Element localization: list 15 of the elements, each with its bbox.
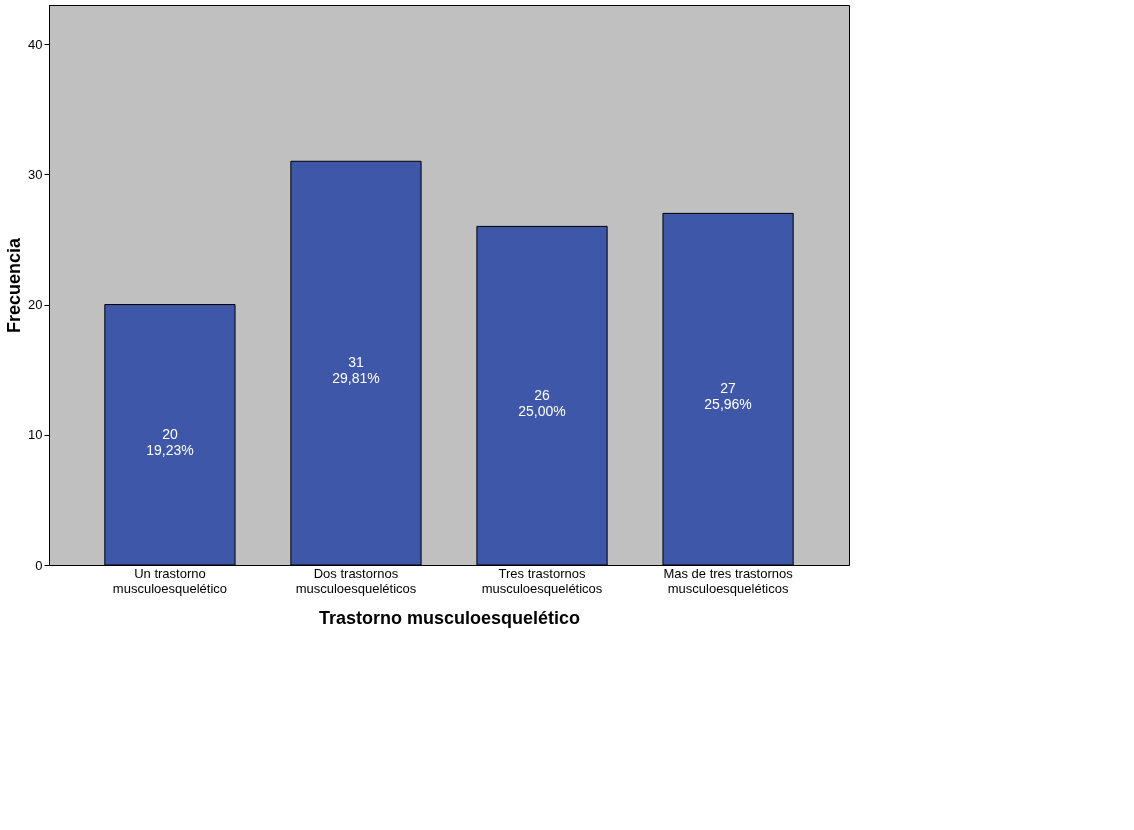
x-axis-title: Trastorno musculoesquelético — [318, 607, 581, 628]
y-axis-title: Frecuencia — [4, 236, 25, 334]
y-tick-label: 40 — [28, 36, 43, 52]
data-label: 27 25,96% — [704, 380, 752, 413]
data-label: 20 19,23% — [146, 425, 194, 458]
y-tick-label: 0 — [35, 557, 43, 573]
y-tick-label: 10 — [28, 427, 43, 443]
data-label: 31 29,81% — [332, 354, 380, 387]
x-tick-label: Dos trastornos musculoesqueléticos — [295, 565, 417, 596]
x-tick-label: Un trastorno musculoesquelético — [112, 565, 228, 596]
x-tick-label: Tres trastornos musculoesqueléticos — [481, 565, 603, 596]
y-tick-label: 20 — [28, 297, 43, 313]
data-label: 26 25,00% — [518, 386, 566, 419]
x-tick-label: Mas de tres trastornos musculoesqueléticos — [663, 565, 794, 596]
y-tick-label: 30 — [28, 166, 43, 182]
